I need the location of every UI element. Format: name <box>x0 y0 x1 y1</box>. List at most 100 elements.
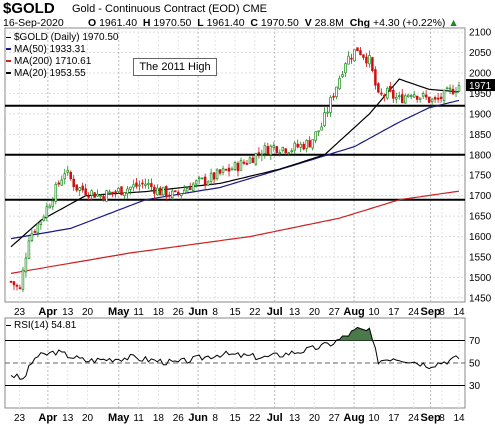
candle-body <box>430 98 434 103</box>
candle-body <box>281 146 285 151</box>
candle-body <box>421 93 425 97</box>
rsi-x-tick-label: 20 <box>82 413 94 424</box>
candle-body <box>433 97 437 100</box>
candle-body <box>380 92 383 95</box>
x-tick-label: Jul <box>267 306 283 318</box>
candle-body <box>12 281 16 286</box>
candle-body <box>350 57 353 60</box>
candle-body <box>245 162 249 165</box>
candle-body <box>257 152 261 155</box>
candle-body <box>51 200 55 207</box>
x-tick-label: Aug <box>343 306 364 318</box>
candle-body <box>114 191 117 194</box>
candle-body <box>386 87 389 99</box>
candle-body <box>305 139 308 149</box>
candle-body <box>368 55 371 65</box>
rsi-x-tick-label: 22 <box>249 413 261 424</box>
candle-body <box>93 192 96 198</box>
candle-body <box>111 191 114 194</box>
candle-body <box>212 172 216 180</box>
candle-body <box>209 172 213 182</box>
x-tick-label: 20 <box>309 307 321 318</box>
rsi-x-tick-label: May <box>108 412 130 424</box>
y-tick-label: 1900 <box>469 109 492 120</box>
candle-body <box>120 186 123 196</box>
rsi-x-tick-label: Aug <box>343 412 364 424</box>
candle-body <box>81 185 84 191</box>
candle-body <box>102 195 105 201</box>
series-ma50 <box>10 99 460 240</box>
candle-body <box>254 153 258 165</box>
candle-body <box>174 190 177 193</box>
candle-body <box>260 154 264 156</box>
candle-body <box>117 187 120 192</box>
candle-body <box>338 78 341 90</box>
y-tick-label: 1800 <box>469 150 492 161</box>
candle-body <box>156 187 159 196</box>
candle-body <box>188 187 192 191</box>
candle-body <box>18 287 22 290</box>
rsi-x-tick-label: 15 <box>229 413 241 424</box>
instrument-description: Gold - Continuous Contract (EOD) CME <box>72 3 268 15</box>
candle-body <box>57 182 61 185</box>
last-price-marker <box>466 79 495 92</box>
candle-body <box>90 190 93 196</box>
rsi-x-tick-label: 11 <box>133 413 144 424</box>
candle-body <box>63 173 67 180</box>
x-tick-label: 13 <box>289 307 301 318</box>
candle-body <box>194 180 198 185</box>
candle-body <box>84 188 87 196</box>
candle-body <box>153 186 156 194</box>
candle-body <box>72 178 75 188</box>
candle-body <box>317 130 320 133</box>
rsi-x-tick-label: 18 <box>153 413 165 424</box>
candle-body <box>418 97 422 100</box>
annotation-2011-high: The 2011 High <box>133 58 217 76</box>
rsi-x-tick-label: 27 <box>329 413 341 424</box>
rsi-x-tick-label: 24 <box>408 413 420 424</box>
legend-ma200: MA(200) 1710.61 <box>6 56 91 67</box>
x-tick-label: Jun <box>188 306 208 318</box>
candle-body <box>436 97 440 100</box>
x-tick-label: 10 <box>368 307 380 318</box>
legend-ma20: MA(20) 1953.55 <box>6 68 86 79</box>
candle-body <box>138 184 141 187</box>
candle-body <box>126 188 129 194</box>
candle-body <box>251 157 255 163</box>
candle-body <box>299 143 302 148</box>
rsi-x-tick-label: 23 <box>14 413 26 424</box>
candle-body <box>359 50 362 55</box>
candle-body <box>269 145 273 156</box>
candle-body <box>377 83 380 93</box>
candle-body <box>365 56 368 64</box>
rsi-x-tick-label: 26 <box>173 413 185 424</box>
rsi-x-tick-label: Apr <box>38 412 58 424</box>
candle-body <box>412 94 416 98</box>
candle-body <box>45 206 49 218</box>
candle-body <box>356 47 359 52</box>
candle-body <box>36 223 40 234</box>
legend-ma50: MA(50) 1933.31 <box>6 44 86 55</box>
rsi-x-tick-label: Sep <box>421 412 441 424</box>
x-tick-label: 13 <box>62 307 74 318</box>
candle-body <box>248 157 252 164</box>
rsi-tick-label: 50 <box>469 359 481 370</box>
candle-body <box>96 193 99 197</box>
candle-body <box>177 191 180 195</box>
candle-body <box>215 169 219 180</box>
candle-body <box>323 112 326 127</box>
rsi-tick-label: 70 <box>469 336 481 347</box>
x-tick-label: 17 <box>388 307 400 318</box>
ticker-symbol: $GOLD <box>3 0 55 17</box>
candle-body <box>42 216 46 221</box>
rsi-x-tick-label: 17 <box>388 413 400 424</box>
candle-body <box>236 162 240 172</box>
candle-body <box>353 49 356 62</box>
candle-body <box>239 160 243 171</box>
candle-body <box>278 152 282 154</box>
candle-body <box>15 284 19 287</box>
candle-body <box>182 189 186 194</box>
x-tick-label: 14 <box>453 307 465 318</box>
candle-body <box>159 187 162 196</box>
rsi-x-tick-label: 20 <box>309 413 321 424</box>
